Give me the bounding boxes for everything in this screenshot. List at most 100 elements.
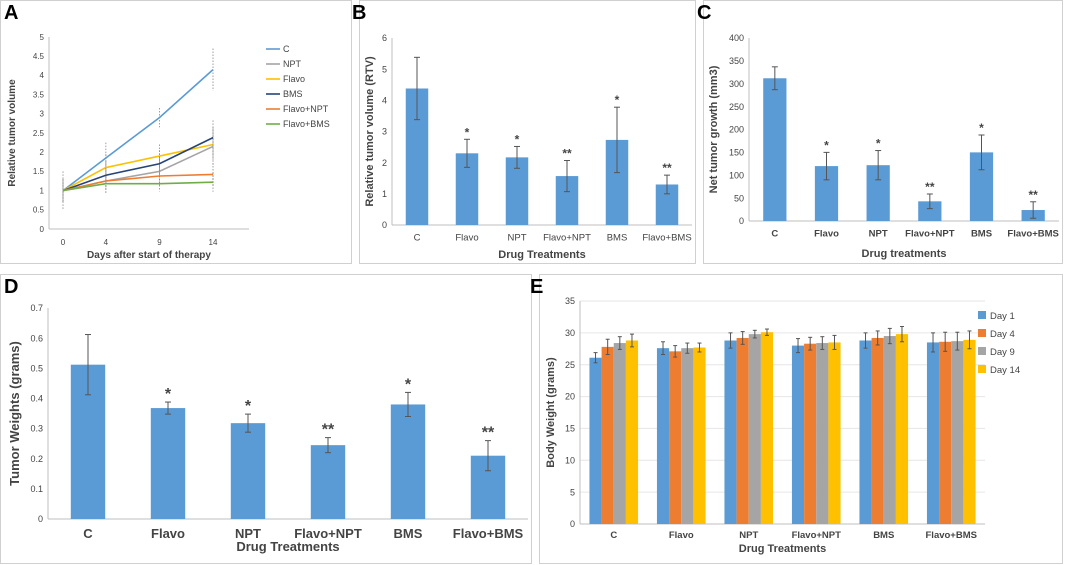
legend-label: Flavo+NPT <box>283 104 329 114</box>
y-tick-label: 200 <box>729 125 744 135</box>
significance-marker: ** <box>662 161 672 175</box>
x-axis-title: Drug Treatments <box>739 543 826 555</box>
legend-label: Day 4 <box>990 329 1015 340</box>
x-tick-label: Flavo <box>669 530 694 541</box>
bar-c-day9 <box>613 343 626 524</box>
bar-c-day4 <box>601 346 614 524</box>
panel-label-c: C <box>697 2 712 24</box>
significance-marker: * <box>876 137 881 151</box>
x-tick-label: BMS <box>394 526 423 541</box>
x-tick-label: Flavo <box>151 526 185 541</box>
y-tick-label: 15 <box>565 424 575 434</box>
legend-label: Flavo+BMS <box>283 119 330 129</box>
bar-c-day1 <box>589 357 602 524</box>
x-tick-label: 0 <box>61 238 66 247</box>
bar-flavo-bms-day4 <box>939 341 952 524</box>
y-tick-label: 0.5 <box>33 206 45 215</box>
bar-npt-day4 <box>736 337 749 524</box>
chart-b-bar-chart: 0 1 2 3 4 5 6 Drug Treatments Relative tumor vol… <box>364 33 692 261</box>
x-axis-title: Drug Treatments <box>498 249 585 261</box>
bar-flavo-npt <box>918 201 942 221</box>
x-tick-label: C <box>83 526 93 541</box>
bar-bms <box>390 404 426 519</box>
series-line-flavo-npt <box>62 173 214 192</box>
bar-flavo <box>455 153 479 225</box>
panel-label-b: B <box>352 2 367 24</box>
y-tick-label: 1.5 <box>33 167 45 176</box>
bar-bms <box>969 152 994 221</box>
significance-marker: * <box>405 376 412 393</box>
bar-flavo-day9 <box>681 348 694 524</box>
y-tick-label: 2 <box>40 148 45 157</box>
bar-flavo-npt-day4 <box>804 343 817 524</box>
x-tick-label: NPT <box>739 530 758 541</box>
x-tick-label: BMS <box>873 530 894 541</box>
y-tick-label: 0.7 <box>30 303 43 313</box>
legend-swatch <box>978 329 986 337</box>
bar-bms-day14 <box>895 334 909 524</box>
x-tick-label: NPT <box>508 233 527 244</box>
bar-flavo-bms <box>655 184 679 225</box>
y-tick-label: 400 <box>729 33 744 43</box>
y-tick-label: 1 <box>40 186 45 195</box>
x-tick-label: 9 <box>157 238 162 247</box>
bar-flavo <box>814 166 839 221</box>
legend-swatch <box>978 311 986 319</box>
x-tick-label: 14 <box>209 238 218 247</box>
y-tick-label: 350 <box>729 56 744 66</box>
y-tick-label: 0.6 <box>30 333 43 343</box>
legend-label: Flavo <box>283 74 305 84</box>
y-tick-label: 0.3 <box>30 424 43 434</box>
panel-a: 0 0.5 1 1.5 2 2.5 3 3.5 4 4.5 5 Days after start of… <box>0 0 352 264</box>
x-tick-label: Flavo <box>455 233 478 244</box>
bar-bms-day9 <box>883 336 896 524</box>
panel-label-a: A <box>4 2 19 24</box>
x-tick-label: 4 <box>104 238 109 247</box>
bar-npt <box>505 157 529 225</box>
significance-marker: * <box>245 398 252 415</box>
y-tick-label: 5 <box>570 487 575 497</box>
series-line-bms <box>62 136 214 192</box>
panel-d: 0 0.1 0.2 0.3 0.4 0.5 0.6 0.7 Drug Treatments Tum… <box>0 274 532 564</box>
x-tick-label: BMS <box>607 233 628 244</box>
x-tick-label: C <box>771 229 778 240</box>
significance-marker: * <box>979 121 984 135</box>
y-axis-title: Relative tumor volume <box>7 79 18 187</box>
y-tick-label: 0 <box>382 220 387 230</box>
x-tick-label: Flavo+BMS <box>642 233 691 244</box>
y-tick-label: 1 <box>382 189 387 199</box>
y-tick-label: 5 <box>40 33 45 42</box>
x-tick-label: BMS <box>971 229 992 240</box>
series-line-flavo-bms <box>62 181 214 192</box>
y-tick-label: 0 <box>38 514 43 524</box>
legend-label: NPT <box>283 59 302 69</box>
bar-npt <box>230 423 266 519</box>
y-tick-label: 0.1 <box>30 484 43 494</box>
y-tick-label: 20 <box>565 392 575 402</box>
y-tick-label: 50 <box>734 193 744 203</box>
bar-bms-day1 <box>859 340 872 524</box>
bar-flavo-bms-day14 <box>963 339 976 524</box>
y-tick-label: 5 <box>382 64 387 74</box>
y-tick-label: 4 <box>40 71 45 80</box>
significance-marker: ** <box>482 425 495 442</box>
significance-marker: * <box>165 386 172 403</box>
y-tick-label: 0 <box>570 519 575 529</box>
bar-flavo-day1 <box>656 348 670 524</box>
x-tick-label: Flavo+BMS <box>1007 229 1058 240</box>
y-tick-label: 0.4 <box>30 394 43 404</box>
y-tick-label: 30 <box>565 328 575 338</box>
x-axis-title: Days after start of therapy <box>87 250 211 261</box>
y-axis-title: Tumor Weights (grams) <box>7 341 22 486</box>
bar-c <box>763 78 787 221</box>
significance-marker: ** <box>562 146 572 160</box>
y-tick-label: 3.5 <box>33 90 45 99</box>
significance-marker: * <box>515 132 520 146</box>
y-tick-label: 250 <box>729 102 744 112</box>
bar-flavo-npt <box>310 445 346 519</box>
x-tick-label: NPT <box>869 229 888 240</box>
bar-flavo-day14 <box>693 347 706 524</box>
y-tick-label: 0.2 <box>30 454 43 464</box>
significance-marker: ** <box>322 422 335 439</box>
chart-c-bar-chart: 0 50 100 150 200 250 300 350 400 Drug treatments N… <box>708 33 1059 260</box>
